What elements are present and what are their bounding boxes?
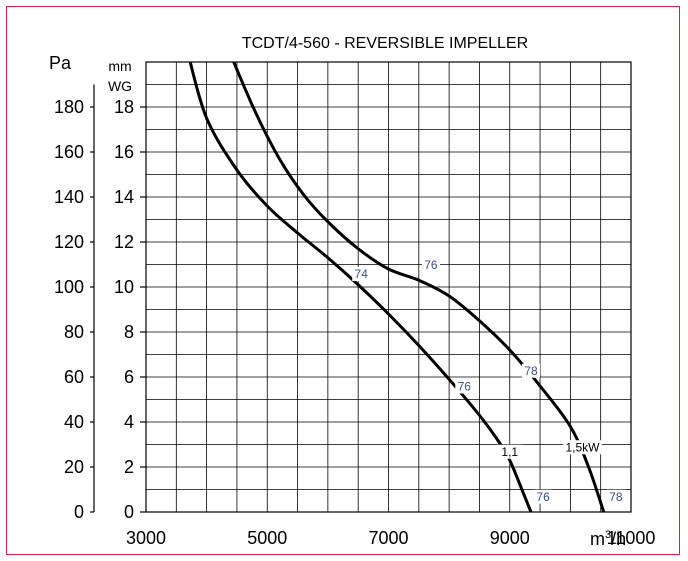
y-tick-label-pa: 40 [64,412,84,432]
grid-lines [146,62,631,512]
tick-labels: 0 20 40 60 80 100 120 140 160 180 0 2 4 6 8 10 12 14 16 18 3… [54,97,655,548]
y-tick-label-pa: 120 [54,232,84,252]
efficiency-label: 78 [609,490,623,504]
x-tick-label: 3000 [126,528,166,548]
annotation-background [352,267,371,281]
annotation-background [421,258,440,272]
y-tick-label-mmwg: 12 [114,232,134,252]
y-tick-label-pa: 100 [54,277,84,297]
efficiency-label: 76 [424,258,438,272]
y-tick-label-pa: 20 [64,457,84,477]
y-tick-label-mmwg: 2 [124,457,134,477]
y-tick-label-mmwg: 18 [114,97,134,117]
x-tick-label: 9000 [490,528,530,548]
x-tick-label: 11000 [607,528,656,548]
x-unit-tail: /h [611,529,626,549]
x-unit-base: m [590,529,605,549]
annotation-background [606,489,625,504]
efficiency-label: 74 [355,267,369,281]
y-tick-label-mmwg: 10 [114,277,134,297]
chart-frame [6,6,680,555]
annotation-background [534,489,553,504]
annotation-background [497,444,523,459]
power-label: 1,1 [501,445,518,459]
y-tick-label-pa: 180 [54,97,84,117]
y-tick-label-mmwg: 8 [124,322,134,342]
y-tick-label-mmwg: 14 [114,187,134,207]
y-axis-unit-pa: Pa [49,53,72,73]
annotation-background [455,379,474,394]
annotation-background [521,363,540,378]
series-line-2 [232,62,606,512]
y2-axis-unit-mm: mm [108,58,131,74]
x-axis-unit: m3/h [590,529,626,549]
x-tick-label: 5000 [247,528,287,548]
y-tick-label-pa: 140 [54,187,84,207]
y-tick-label-pa: 0 [74,502,84,522]
x-tick-label: 7000 [368,528,408,548]
y-tick-label-mmwg: 16 [114,142,134,162]
y-tick-label-pa: 160 [54,142,84,162]
y-tick-label-mmwg: 6 [124,367,134,387]
curve-annotations: 74 76 76 78 1,1 1,5kW 76 78 [352,258,625,504]
power-label: 1,5kW [565,440,600,454]
y-tick-label-mmwg: 0 [124,502,134,522]
y-tick-label-mmwg: 4 [124,412,134,432]
y-tick-label-pa: 80 [64,322,84,342]
chart-title: TCDT/4-560 - REVERSIBLE IMPELLER [242,35,528,52]
x-unit-superscript: 3 [605,529,611,541]
annotation-background [563,440,602,455]
efficiency-label: 76 [458,380,472,394]
axes [90,61,632,513]
y-tick-label-pa: 60 [64,367,84,387]
y2-axis-unit-wg: WG [108,78,132,94]
efficiency-label: 78 [524,364,538,378]
series-curves [188,62,606,512]
efficiency-label: 76 [536,490,550,504]
